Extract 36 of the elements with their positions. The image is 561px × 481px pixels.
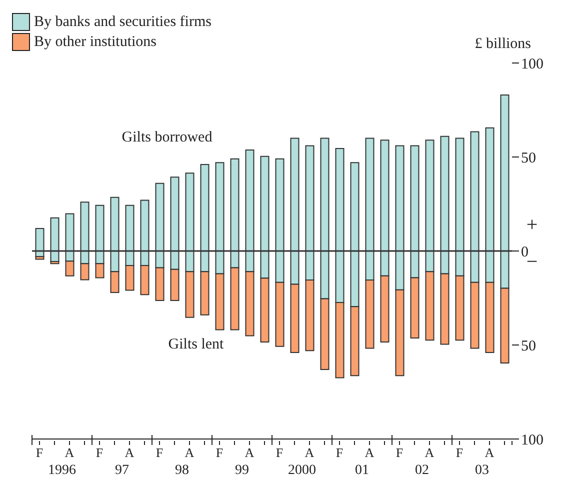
annotation: Gilts lent <box>168 336 224 352</box>
y-axis-title: £ billions <box>474 36 531 53</box>
x-tick-label: F <box>336 445 344 460</box>
y-tick-label: 50 <box>521 150 536 166</box>
text: 02 <box>415 463 429 478</box>
bar <box>35 256 44 260</box>
x-tick-label: A <box>364 445 375 460</box>
annotation: Gilts borrowed <box>122 130 212 146</box>
text: 2000 <box>288 463 316 478</box>
x-tick-label: F <box>96 445 104 460</box>
y-tick-label: 0 <box>521 244 528 260</box>
legend-label: By banks and securities firms <box>34 13 212 32</box>
x-tick-label: F <box>396 445 404 460</box>
legend-label: By other institutions <box>34 33 157 52</box>
x-tick-label: A <box>424 445 435 460</box>
y-tick-label: 100 <box>521 432 544 448</box>
y-tick-label: 50 <box>521 338 536 354</box>
x-tick-label: F <box>216 445 224 460</box>
text: 01 <box>355 463 369 478</box>
x-tick-label: A <box>304 445 315 460</box>
x-tick-label: F <box>456 445 464 460</box>
text: 99 <box>235 463 249 478</box>
x-tick-label: A <box>64 445 75 460</box>
text: 1996 <box>48 463 76 478</box>
text: + <box>526 214 538 236</box>
x-tick-label: F <box>276 445 284 460</box>
text: 97 <box>115 463 129 478</box>
x-tick-label: A <box>244 445 255 460</box>
x-tick-label: F <box>156 445 164 460</box>
y-tick-label: 100 <box>521 56 544 72</box>
text: 03 <box>475 463 489 478</box>
x-tick-label: A <box>124 445 135 460</box>
x-tick-label: A <box>184 445 195 460</box>
x-tick-label: A <box>484 445 495 460</box>
x-tick-label: F <box>36 445 44 460</box>
text: 98 <box>175 463 189 478</box>
